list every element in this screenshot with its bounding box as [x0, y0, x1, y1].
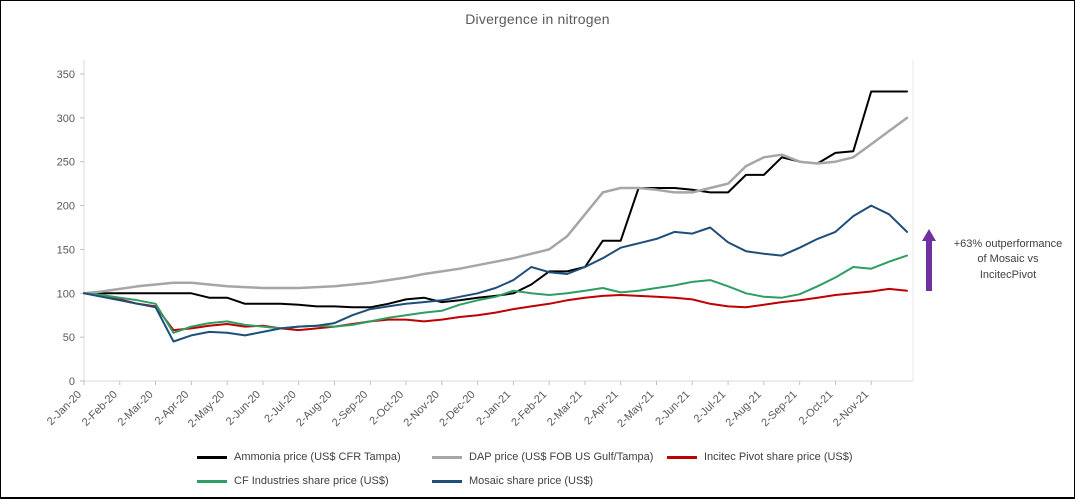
legend-item-mosaic: Mosaic share price (US$)	[432, 469, 667, 493]
annotation-outperformance: +63% outperformance of Mosaic vs Incitec…	[921, 229, 1074, 291]
x-tick-label: 2-Oct-21	[797, 389, 836, 428]
x-tick-label: 2-Jul-21	[692, 389, 729, 426]
x-tick-label: 2-Feb-20	[80, 389, 120, 429]
x-tick-label: 2-Aug-20	[294, 389, 334, 429]
x-tick-label: 2-Sep-21	[759, 389, 799, 429]
y-tick-label: 350	[57, 69, 75, 81]
legend-item-cf: CF Industries share price (US$)	[197, 469, 432, 493]
y-tick-label: 300	[57, 113, 75, 125]
x-tick-label: 2-Oct-20	[367, 389, 406, 428]
y-tick-label: 150	[57, 244, 75, 256]
chart-title: Divergence in nitrogen	[465, 11, 610, 27]
legend-item-ammonia: Ammonia price (US$ CFR Tampa)	[197, 445, 432, 469]
y-tick-label: 50	[63, 332, 75, 344]
up-arrow-icon	[921, 229, 937, 291]
legend-swatch-mosaic	[432, 479, 462, 483]
legend-item-dap: DAP price (US$ FOB US Gulf/Tampa)	[432, 445, 667, 469]
series-line-1	[83, 90, 908, 309]
annotation-line-1: +63% outperformance	[953, 237, 1063, 250]
up-arrow-shaft	[926, 241, 932, 291]
legend-label-mosaic: Mosaic share price (US$)	[469, 475, 594, 487]
x-tick-label: 2-Mar-20	[116, 389, 156, 429]
legend-swatch-dap	[432, 455, 462, 459]
legend-label-incitec: Incitec Pivot share price (US$)	[704, 451, 853, 463]
legend-label-ammonia: Ammonia price (US$ CFR Tampa)	[234, 451, 401, 463]
x-tick-label: 2-Nov-21	[831, 389, 871, 429]
x-tick-label: 2-Jun-21	[653, 389, 692, 428]
x-tick-label: 2-Aug-21	[723, 389, 763, 429]
x-tick-label: 2-Jan-20	[45, 389, 84, 428]
series-line-3	[83, 287, 908, 332]
x-tick-label: 2-Sep-20	[330, 389, 370, 429]
y-tick-label: 250	[57, 157, 75, 169]
y-tick-label: 0	[69, 376, 75, 388]
x-tick-label: 2-Feb-21	[509, 389, 549, 429]
x-tick-label: 2-Dec-20	[437, 389, 477, 429]
legend: Ammonia price (US$ CFR Tampa) DAP price …	[197, 445, 937, 493]
x-tick-label: 2-Nov-20	[401, 389, 441, 429]
up-arrow-head	[922, 229, 936, 241]
y-tick-label: 100	[57, 288, 75, 300]
legend-swatch-incitec	[667, 455, 697, 459]
x-tick-label: 2-Jul-20	[262, 389, 299, 426]
annotation-line-3: IncitecPivot	[979, 268, 1037, 281]
legend-label-cf: CF Industries share price (US$)	[234, 475, 389, 487]
x-tick-label: 2-May-20	[186, 389, 227, 430]
legend-item-incitec: Incitec Pivot share price (US$)	[667, 445, 902, 469]
series-line-5	[83, 204, 908, 343]
x-tick-label: 2-May-21	[615, 389, 656, 430]
x-tick-label: 2-Jun-20	[224, 389, 263, 428]
legend-swatch-cf	[197, 479, 227, 483]
legend-swatch-ammonia	[197, 455, 227, 459]
y-tick-label: 200	[57, 201, 75, 213]
series-line-4	[83, 254, 908, 334]
x-tick-label: 2-Mar-21	[545, 389, 585, 429]
x-tick-label: 2-Jan-21	[474, 389, 513, 428]
annotation-text: +63% outperformance of Mosaic vs Incitec…	[941, 237, 1074, 283]
legend-label-dap: DAP price (US$ FOB US Gulf/Tampa)	[469, 451, 654, 463]
series-line-2	[82, 116, 909, 295]
annotation-line-2: of Mosaic vs	[977, 253, 1039, 266]
